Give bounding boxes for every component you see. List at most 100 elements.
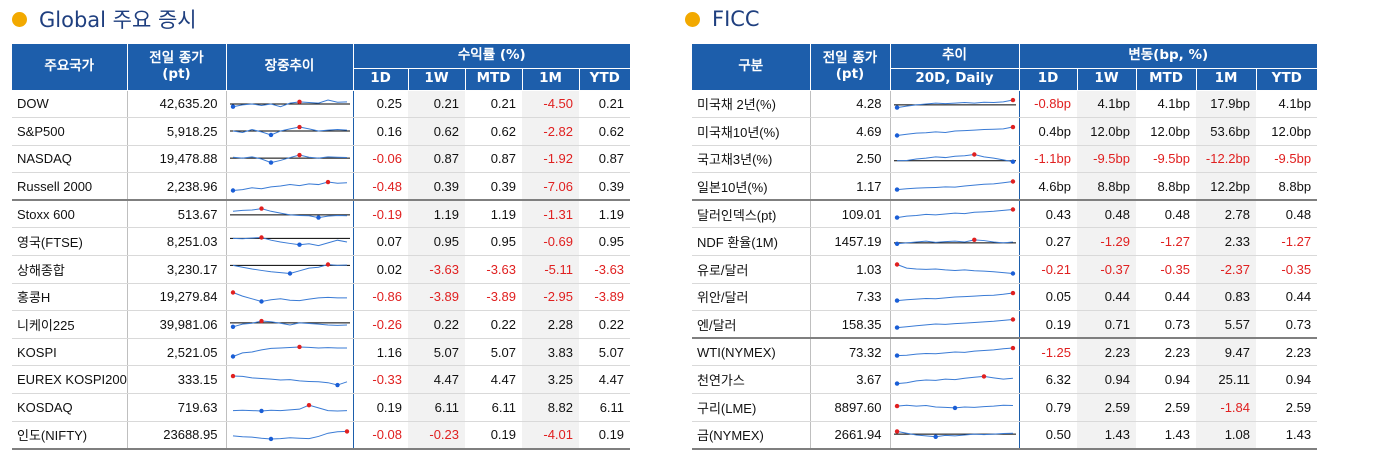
table-row: 인도(NIFTY) 23688.95 -0.08 -0.23 0.19 -4.01 0.19 (12, 421, 631, 450)
sparkline-chart (893, 428, 1016, 439)
row-name: Russell 2000 (12, 172, 127, 202)
row-name: KOSPI (12, 338, 127, 367)
previous-close: 4.28 (809, 90, 890, 119)
value-1w: -9.5bp (1077, 145, 1136, 174)
sparkline-chart (229, 152, 350, 165)
sparkline-series (232, 320, 347, 327)
value-1d: 0.07 (353, 227, 408, 257)
previous-close: 158.35 (809, 310, 890, 340)
sparkline-high-marker (1010, 97, 1015, 103)
sparkline-high-marker (1010, 125, 1015, 130)
sparkline-low-marker (894, 353, 899, 359)
header-period-mtd: MTD (1136, 68, 1197, 91)
value-1d: -0.86 (353, 283, 408, 312)
table-row: Russell 2000 2,238.96 -0.48 0.39 0.39 -7.06 0.… (12, 172, 631, 202)
value-1d: -0.8bp (1019, 90, 1077, 119)
sparkline-high-marker (306, 403, 311, 408)
value-ytd: -9.5bp (1256, 145, 1318, 174)
value-ytd: 1.19 (579, 200, 631, 229)
header-close: 전일 종가 (pt) (810, 44, 891, 91)
sparkline-low-marker (952, 406, 957, 411)
table-row: 금(NYMEX) 2661.94 0.50 1.43 1.43 1.08 1.43 (692, 421, 1318, 450)
sparkline-series (896, 292, 1013, 302)
trend-cell (889, 393, 1020, 422)
row-name: KOSDAQ (12, 393, 127, 422)
value-ytd: 0.95 (579, 227, 631, 257)
sparkline-series (232, 154, 347, 164)
sparkline-chart (229, 262, 350, 277)
sparkline-series (232, 404, 347, 412)
value-1m: 3.25 (522, 365, 579, 395)
sparkline-chart (229, 125, 350, 138)
previous-close: 42,635.20 (126, 90, 226, 119)
sparkline-high-marker (230, 373, 235, 378)
value-mtd: 0.39 (465, 172, 522, 202)
value-mtd: 8.8bp (1136, 172, 1196, 202)
table-row: 천연가스 3.67 6.32 0.94 0.94 25.11 0.94 (692, 365, 1318, 395)
value-mtd: -3.63 (465, 255, 522, 284)
value-1w: 5.07 (408, 338, 465, 367)
sparkline-series (232, 208, 347, 219)
value-ytd: 0.44 (1256, 283, 1318, 312)
row-name: NDF 환율(1M) (692, 227, 810, 257)
row-name: 위안/달러 (692, 283, 810, 312)
value-1w: 0.21 (408, 90, 465, 119)
table-row: NASDAQ 19,478.88 -0.06 0.87 0.87 -1.92 0.87 (12, 145, 631, 174)
sparkline-chart (894, 373, 1013, 386)
value-ytd: 1.43 (1256, 421, 1318, 450)
value-1d: 0.19 (353, 393, 408, 422)
value-1d: 0.79 (1019, 393, 1077, 422)
previous-close: 1.17 (809, 172, 890, 202)
trend-cell (225, 145, 354, 174)
ficc-table: 구분 전일 종가 (pt) 추이 변동(bp, %) 20D, Daily 1D… (692, 44, 1318, 450)
value-ytd: 4.47 (579, 365, 631, 395)
value-ytd: 0.21 (579, 90, 631, 119)
table-row: 영국(FTSE) 8,251.03 0.07 0.95 0.95 -0.69 0.95 (12, 227, 631, 257)
value-1w: 8.8bp (1077, 172, 1136, 202)
sparkline-high-marker (981, 373, 986, 379)
value-1m: -5.11 (522, 255, 579, 284)
value-1m: -1.92 (522, 145, 579, 174)
sparkline-chart (894, 404, 1013, 411)
value-1m: 53.6bp (1196, 117, 1256, 146)
previous-close: 3,230.17 (126, 255, 226, 284)
header-close-unit: (pt) (162, 65, 191, 82)
value-1m: -2.82 (522, 117, 579, 146)
value-1w: 4.47 (408, 365, 465, 395)
sparkline-series (896, 264, 1013, 275)
sparkline-chart (893, 237, 1016, 246)
global-panel-title: Global 주요 증시 (12, 4, 197, 34)
bullet-icon (685, 11, 700, 27)
previous-close: 2661.94 (809, 421, 890, 450)
value-ytd: 0.39 (579, 172, 631, 202)
value-1d: 1.16 (353, 338, 408, 367)
bullet-icon (12, 11, 27, 27)
value-1d: -0.19 (353, 200, 408, 229)
sparkline-low-marker (230, 188, 235, 194)
row-name: 홍콩H (12, 283, 127, 312)
value-1m: -0.69 (522, 227, 579, 257)
sparkline-chart (232, 403, 347, 414)
sparkline-series (232, 126, 347, 136)
value-mtd: 0.73 (1136, 310, 1196, 340)
row-name: 금(NYMEX) (692, 421, 810, 450)
value-mtd: 0.95 (465, 227, 522, 257)
sparkline-high-marker (1010, 346, 1015, 351)
row-name: 국고채3년(%) (692, 145, 810, 174)
row-name: 미국채 2년(%) (692, 90, 810, 119)
value-1d: -0.33 (353, 365, 408, 395)
value-1m: -1.31 (522, 200, 579, 229)
row-name: 일본10년(%) (692, 172, 810, 202)
previous-close: 109.01 (809, 200, 890, 229)
value-1d: 0.25 (353, 90, 408, 119)
row-name: 인도(NIFTY) (12, 421, 127, 450)
trend-cell (225, 365, 354, 395)
value-1w: 0.87 (408, 145, 465, 174)
value-1m: 1.08 (1196, 421, 1256, 450)
sparkline-series (896, 430, 1013, 437)
value-ytd: -3.89 (579, 283, 631, 312)
value-ytd: 0.22 (579, 310, 631, 339)
trend-cell (225, 200, 354, 229)
sparkline-low-marker (334, 382, 340, 387)
value-1d: 0.43 (1019, 200, 1077, 229)
